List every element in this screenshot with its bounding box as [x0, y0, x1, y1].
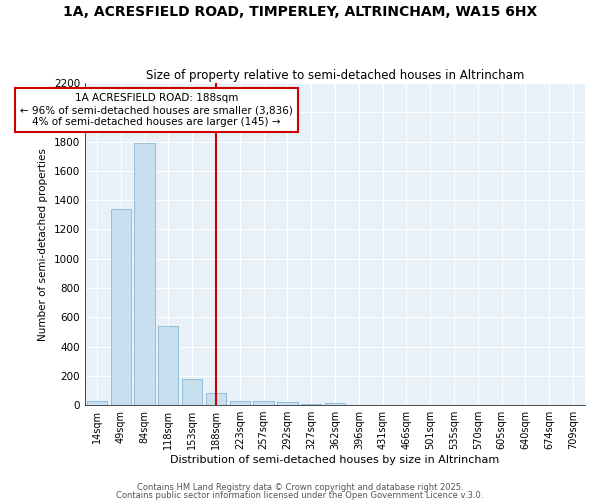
Bar [230, 400, 250, 405]
Text: Contains public sector information licensed under the Open Government Licence v.: Contains public sector information licen… [116, 490, 484, 500]
Bar [301, 404, 322, 405]
X-axis label: Distribution of semi-detached houses by size in Altrincham: Distribution of semi-detached houses by … [170, 455, 500, 465]
Bar [158, 326, 178, 405]
Bar [182, 380, 202, 405]
Bar [325, 403, 345, 405]
Bar [206, 392, 226, 405]
Text: Contains HM Land Registry data © Crown copyright and database right 2025.: Contains HM Land Registry data © Crown c… [137, 484, 463, 492]
Y-axis label: Number of semi-detached properties: Number of semi-detached properties [38, 148, 49, 340]
Bar [134, 143, 155, 405]
Bar [277, 402, 298, 405]
Title: Size of property relative to semi-detached houses in Altrincham: Size of property relative to semi-detach… [146, 69, 524, 82]
Bar [110, 209, 131, 405]
Bar [253, 402, 274, 405]
Bar [87, 400, 107, 405]
Text: 1A ACRESFIELD ROAD: 188sqm
← 96% of semi-detached houses are smaller (3,836)
4% : 1A ACRESFIELD ROAD: 188sqm ← 96% of semi… [20, 94, 293, 126]
Text: 1A, ACRESFIELD ROAD, TIMPERLEY, ALTRINCHAM, WA15 6HX: 1A, ACRESFIELD ROAD, TIMPERLEY, ALTRINCH… [63, 5, 537, 19]
